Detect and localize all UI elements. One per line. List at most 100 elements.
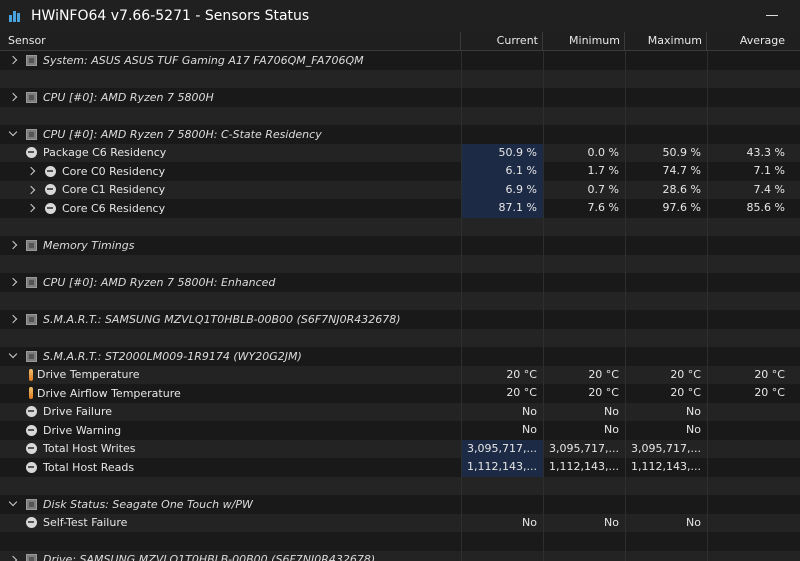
window-title: HWiNFO64 v7.66-5271 - Sensors Status — [31, 8, 310, 24]
chevron-right-icon[interactable] — [8, 314, 18, 324]
sensor-group-row[interactable]: Disk Status: Seagate One Touch w/PW — [0, 495, 800, 514]
value-maximum: 74.7 % — [625, 162, 707, 181]
minimize-icon[interactable] — [766, 15, 778, 16]
value-maximum: No — [625, 513, 707, 532]
value-maximum: 20 °C — [625, 384, 707, 403]
value-average — [707, 458, 799, 477]
value-minimum: 1,112,143,... — [543, 458, 625, 477]
title-bar[interactable]: HWiNFO64 v7.66-5271 - Sensors Status — [0, 0, 800, 32]
value-average: 20 °C — [707, 384, 799, 403]
sensor-group-row[interactable]: S.M.A.R.T.: ST2000LM009-1R9174 (WY20G2JM… — [0, 347, 800, 366]
value-minimum: 7.6 % — [543, 199, 625, 218]
chip-icon — [26, 54, 37, 66]
sensor-row[interactable]: Drive Failure No No No — [0, 402, 800, 421]
sensor-group-row[interactable]: Memory Timings — [0, 236, 800, 255]
value-average: 43.3 % — [707, 143, 799, 162]
value-average — [707, 439, 799, 458]
chevron-right-icon[interactable] — [8, 555, 18, 561]
group-label: Disk Status: Seagate One Touch w/PW — [43, 497, 253, 511]
chevron-right-icon[interactable] — [26, 185, 36, 195]
sensor-label: Total Host Writes — [43, 442, 136, 456]
sensor-label: Drive Warning — [43, 423, 122, 437]
value-average — [707, 513, 799, 532]
value-maximum: 28.6 % — [625, 180, 707, 199]
column-average[interactable]: Average — [739, 34, 785, 47]
gauge-icon — [26, 517, 37, 529]
chevron-down-icon[interactable] — [8, 129, 18, 139]
column-minimum[interactable]: Minimum — [543, 32, 625, 50]
column-header: Sensor Current Minimum Maximum Average — [0, 32, 800, 51]
value-average: 7.4 % — [707, 180, 799, 199]
sensor-row[interactable]: Package C6 Residency 50.9 % 0.0 % 50.9 % 43.… — [0, 143, 800, 162]
value-maximum: 1,112,143,... — [625, 458, 707, 477]
thermometer-icon — [29, 387, 33, 400]
chevron-right-icon[interactable] — [26, 166, 36, 176]
chip-icon — [26, 313, 37, 325]
gauge-icon — [26, 443, 37, 455]
group-label: System: ASUS ASUS TUF Gaming A17 FA706QM… — [43, 53, 364, 67]
gauge-icon — [26, 147, 37, 159]
sensor-row[interactable]: Drive Temperature 20 °C 20 °C 20 °C 20 °C — [0, 365, 800, 384]
value-current: No — [461, 513, 543, 532]
sensor-group-row[interactable]: S.M.A.R.T.: SAMSUNG MZVLQ1T0HBLB-00B00 (… — [0, 310, 800, 329]
chevron-down-icon[interactable] — [8, 351, 18, 361]
value-minimum: No — [543, 513, 625, 532]
column-maximum[interactable]: Maximum — [625, 32, 707, 50]
spacer-row — [0, 217, 800, 236]
value-maximum: 50.9 % — [625, 143, 707, 162]
sensor-group-row[interactable]: CPU [#0]: AMD Ryzen 7 5800H: Enhanced — [0, 273, 800, 292]
sensor-group-row[interactable]: System: ASUS ASUS TUF Gaming A17 FA706QM… — [0, 51, 800, 70]
sensor-row[interactable]: Core C0 Residency 6.1 % 1.7 % 74.7 % 7.1 % — [0, 162, 800, 181]
chevron-right-icon[interactable] — [8, 55, 18, 65]
group-label: S.M.A.R.T.: ST2000LM009-1R9174 (WY20G2JM… — [43, 349, 302, 363]
spacer-row — [0, 106, 800, 125]
value-minimum: 1.7 % — [543, 162, 625, 181]
sensor-group-row[interactable]: CPU [#0]: AMD Ryzen 7 5800H — [0, 88, 800, 107]
chevron-right-icon[interactable] — [8, 92, 18, 102]
value-maximum: 97.6 % — [625, 199, 707, 218]
chevron-right-icon[interactable] — [8, 277, 18, 287]
chip-icon — [26, 350, 37, 362]
spacer-row — [0, 291, 800, 310]
gauge-icon — [45, 165, 56, 177]
sensor-group-row[interactable]: CPU [#0]: AMD Ryzen 7 5800H: C-State Res… — [0, 125, 800, 144]
value-current: No — [461, 421, 543, 440]
chevron-right-icon[interactable] — [8, 240, 18, 250]
spacer-row — [0, 328, 800, 347]
sensor-label: Core C0 Residency — [62, 164, 166, 178]
column-sensor[interactable]: Sensor — [0, 32, 461, 50]
value-minimum: No — [543, 402, 625, 421]
value-average: 85.6 % — [707, 199, 799, 218]
sensor-row[interactable]: Core C6 Residency 87.1 % 7.6 % 97.6 % 85.6 % — [0, 199, 800, 218]
chip-icon — [26, 554, 37, 561]
gauge-icon — [45, 202, 56, 214]
value-current: 50.9 % — [461, 143, 543, 162]
spacer-row — [0, 476, 800, 495]
value-average — [707, 421, 799, 440]
chevron-right-icon[interactable] — [26, 203, 36, 213]
sensor-label: Package C6 Residency — [43, 146, 167, 160]
chip-icon — [26, 276, 37, 288]
value-current: 20 °C — [461, 365, 543, 384]
value-minimum: 20 °C — [543, 384, 625, 403]
chip-icon — [26, 498, 37, 510]
chevron-down-icon[interactable] — [8, 499, 18, 509]
value-minimum: 20 °C — [543, 365, 625, 384]
spacer-row — [0, 254, 800, 273]
sensor-group-row[interactable]: Drive: SAMSUNG MZVLQ1T0HBLB-00B00 (S6F7N… — [0, 550, 800, 561]
value-current: 87.1 % — [461, 199, 543, 218]
gauge-icon — [26, 406, 37, 418]
sensor-label: Drive Airflow Temperature — [37, 386, 181, 400]
sensor-row[interactable]: Self-Test Failure No No No — [0, 513, 800, 532]
sensor-row[interactable]: Drive Warning No No No — [0, 421, 800, 440]
sensor-row[interactable]: Total Host Reads 1,112,143,... 1,112,143,.… — [0, 458, 800, 477]
sensor-row[interactable]: Core C1 Residency 6.9 % 0.7 % 28.6 % 7.4 % — [0, 180, 800, 199]
sensor-row[interactable]: Total Host Writes 3,095,717,... 3,095,717,… — [0, 439, 800, 458]
sensor-row[interactable]: Drive Airflow Temperature 20 °C 20 °C 20 °C… — [0, 384, 800, 403]
value-current: No — [461, 402, 543, 421]
column-current[interactable]: Current — [461, 32, 543, 50]
hwinfo-app-icon — [9, 9, 23, 23]
group-label: Memory Timings — [43, 238, 135, 252]
group-label: Drive: SAMSUNG MZVLQ1T0HBLB-00B00 (S6F7N… — [43, 553, 376, 561]
value-minimum: No — [543, 421, 625, 440]
